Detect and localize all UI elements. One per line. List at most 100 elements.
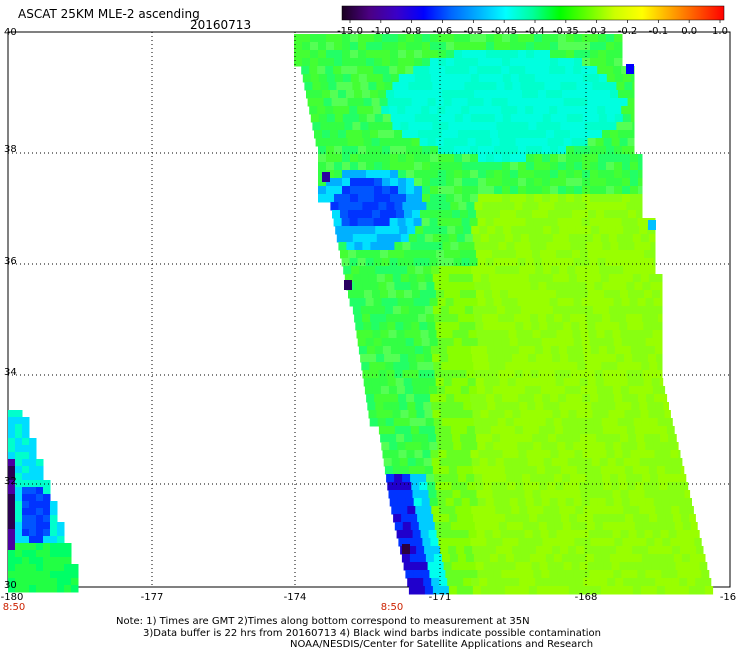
data-cell <box>512 306 522 315</box>
data-cell <box>416 546 425 555</box>
data-cell <box>511 458 521 467</box>
data-cell <box>651 482 660 491</box>
data-cell <box>443 98 453 107</box>
data-cell <box>549 258 559 267</box>
data-cell <box>360 306 370 315</box>
data-cell <box>370 130 379 139</box>
data-cell <box>386 474 395 483</box>
data-cell <box>414 178 423 187</box>
data-cell <box>615 226 624 235</box>
data-cell <box>22 564 30 572</box>
data-cell <box>602 522 612 531</box>
data-cell <box>518 186 527 195</box>
data-cell <box>566 50 575 59</box>
data-cell <box>477 570 486 579</box>
data-cell <box>488 122 497 131</box>
data-cell <box>294 50 303 59</box>
data-cell <box>397 106 406 115</box>
data-cell <box>449 514 458 523</box>
data-cell <box>648 410 657 419</box>
data-cell <box>350 58 359 67</box>
data-cell <box>390 58 399 67</box>
data-cell <box>669 442 678 451</box>
data-cell <box>442 314 451 323</box>
data-cell <box>366 170 375 179</box>
data-cell <box>570 130 579 139</box>
data-cell <box>405 66 414 75</box>
data-cell <box>605 442 614 451</box>
data-cell <box>590 194 599 203</box>
data-cell <box>406 394 415 403</box>
data-cell <box>403 138 413 147</box>
data-cell <box>477 218 487 227</box>
data-cell <box>422 394 431 403</box>
data-cell <box>420 210 429 219</box>
data-cell <box>479 578 488 587</box>
data-cell <box>454 74 464 83</box>
data-cell <box>462 450 471 459</box>
data-cell <box>442 522 452 531</box>
data-cell <box>15 431 23 439</box>
data-cell <box>449 554 459 563</box>
data-cell <box>366 42 375 51</box>
data-cell <box>398 50 407 59</box>
data-cell <box>366 194 375 203</box>
data-cell <box>568 410 577 419</box>
data-cell <box>658 522 668 531</box>
data-cell <box>418 474 427 483</box>
data-cell <box>677 442 679 451</box>
data-cell <box>526 394 535 403</box>
data-cell <box>504 586 514 595</box>
data-cell <box>494 114 504 123</box>
data-cell <box>15 529 23 537</box>
data-cell <box>29 438 37 446</box>
data-cell <box>532 490 541 499</box>
data-cell <box>558 58 567 67</box>
data-cell <box>566 114 576 123</box>
data-cell <box>446 170 455 179</box>
data-cell <box>426 426 436 435</box>
data-cell <box>520 274 530 283</box>
data-cell <box>550 58 559 67</box>
data-cell <box>350 154 359 163</box>
data-cell <box>588 250 597 259</box>
data-cell <box>612 210 621 219</box>
data-cell <box>432 410 441 419</box>
data-cell <box>589 442 598 451</box>
data-cell <box>605 338 615 347</box>
data-cell <box>471 506 480 515</box>
data-cell <box>566 162 575 171</box>
data-cell <box>610 474 619 483</box>
data-cell <box>360 122 369 131</box>
data-cell <box>493 258 503 267</box>
data-cell <box>551 226 560 235</box>
data-cell <box>474 522 484 531</box>
data-cell <box>632 122 635 131</box>
data-cell <box>314 90 323 99</box>
data-cell <box>509 258 519 267</box>
data-cell <box>562 426 572 435</box>
data-cell <box>531 482 540 491</box>
data-cell <box>558 394 567 403</box>
data-cell <box>650 522 660 531</box>
data-cell <box>413 66 422 75</box>
data-cell <box>509 570 518 579</box>
data-cell <box>390 394 399 403</box>
data-cell <box>669 570 678 579</box>
data-cell <box>414 538 423 547</box>
data-cell <box>318 34 327 43</box>
data-cell <box>621 106 630 115</box>
data-cell <box>484 290 493 299</box>
data-cell <box>43 529 51 537</box>
data-cell <box>506 90 515 99</box>
data-cell <box>358 50 367 59</box>
data-cell <box>382 42 391 51</box>
data-cell <box>600 122 609 131</box>
data-cell <box>376 354 385 363</box>
data-cell <box>637 338 647 347</box>
data-cell <box>50 543 58 551</box>
data-cell <box>474 282 483 291</box>
data-cell <box>381 298 391 307</box>
data-cell <box>586 90 595 99</box>
data-cell <box>671 506 680 515</box>
